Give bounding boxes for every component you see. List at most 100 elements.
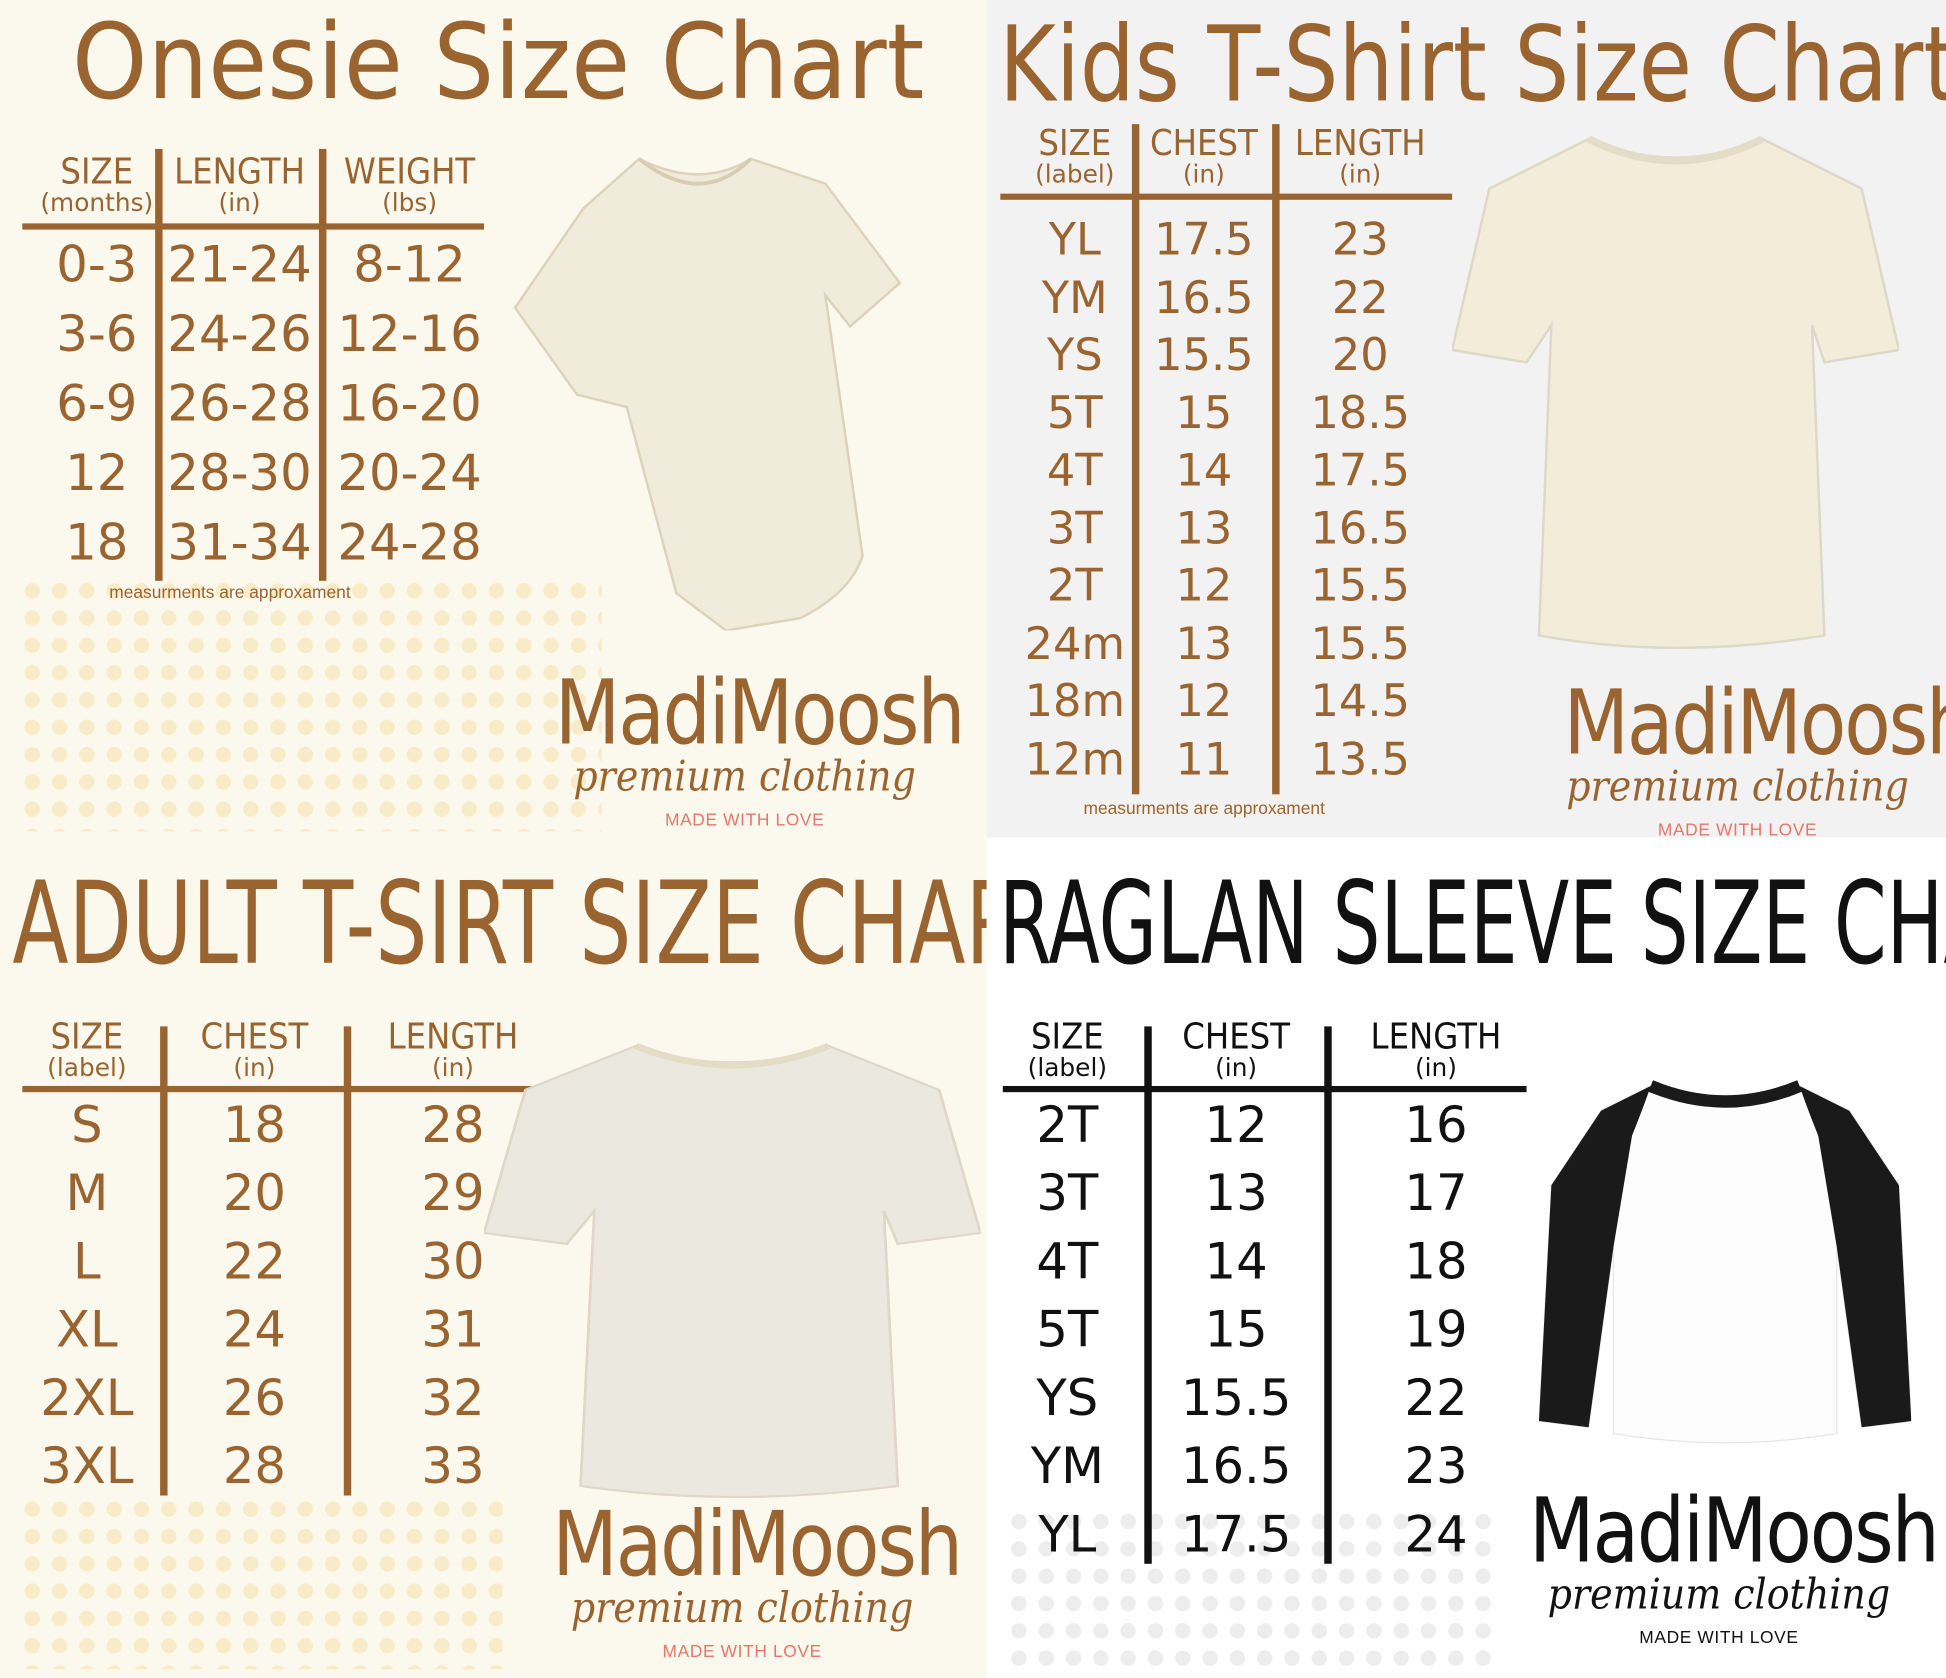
chart-title: RAGLAN SLEEVE SIZE CHART <box>999 857 1946 991</box>
table-cell: 12 <box>1204 1097 1268 1155</box>
column-header-unit: (in) <box>1339 158 1382 189</box>
brand-tagline: premium clothing <box>570 1583 914 1634</box>
table-cell: 3-6 <box>56 306 138 364</box>
brand-logo: MadiMoosh premium clothing MADE WITH LOVE <box>521 668 968 829</box>
header-divider <box>22 1085 559 1093</box>
table-cell: 20 <box>222 1165 287 1223</box>
chart-title: Onesie Size Chart <box>71 1 925 123</box>
column-header-label: SIZE <box>1030 1015 1104 1058</box>
panel-onesie: Onesie Size Chart SIZE (months) LENGTH (in) W… <box>0 0 987 838</box>
table-cell: 31-34 <box>167 515 312 573</box>
table-cell: 12 <box>1175 676 1233 728</box>
table-cell: S <box>71 1097 103 1155</box>
table-cell: 14 <box>1175 445 1233 497</box>
table-cell: 20 <box>1331 330 1389 382</box>
table-cell: 11 <box>1175 734 1233 785</box>
brand-name: MadiMoosh <box>552 1491 963 1597</box>
column-divider <box>343 1026 352 1496</box>
table-cell: 5T <box>1036 1301 1099 1360</box>
table-cell: YS <box>1036 1370 1099 1428</box>
table-cell: 24 <box>1404 1506 1468 1564</box>
table-cell: 28-30 <box>167 445 312 503</box>
brand-logo: MadiMoosh premium clothing MADE WITH LOVE <box>519 1499 966 1660</box>
table-cell: 15.5 <box>1180 1370 1292 1428</box>
brand-name: MadiMoosh <box>554 660 966 765</box>
column-header-unit: (in) <box>218 187 261 218</box>
column-header: SIZE (label) <box>46 1015 127 1083</box>
table-cell: YL <box>1038 1506 1097 1564</box>
column-header-label: LENGTH <box>387 1015 519 1058</box>
column-header-unit: (label) <box>1027 1052 1108 1083</box>
column-header: LENGTH (in) <box>1363 1015 1508 1083</box>
table-cell: 33 <box>421 1438 485 1496</box>
column-header-unit: (label) <box>47 1052 127 1083</box>
column-header-unit: (in) <box>1414 1052 1457 1083</box>
column-header-label: WEIGHT <box>343 150 476 193</box>
column-header: LENGTH (in) <box>380 1015 525 1083</box>
table-cell: 17.5 <box>1180 1506 1292 1564</box>
table-cell: 17.5 <box>1154 214 1254 266</box>
table-cell: 19 <box>1404 1301 1468 1360</box>
column-divider <box>1131 124 1140 795</box>
table-cell: 28 <box>222 1438 287 1496</box>
column-divider <box>1272 124 1280 795</box>
column-header-label: SIZE <box>1038 121 1112 164</box>
made-with-love-text: MADE WITH LOVE <box>1657 819 1818 838</box>
table-cell: 22 <box>1404 1370 1468 1428</box>
column-header-label: SIZE <box>50 1015 124 1058</box>
column-header-unit: (in) <box>233 1052 276 1083</box>
column-header: CHEST (in) <box>195 1015 315 1083</box>
column-header: LENGTH (in) <box>167 150 312 218</box>
table-cell: 14 <box>1204 1233 1268 1291</box>
table-cell: 12 <box>65 445 129 503</box>
table-cell: 15.5 <box>1310 560 1410 612</box>
table-cell: 22 <box>1331 272 1389 324</box>
panel-kids: Kids T-Shirt Size Chart SIZE (label) CHEST(… <box>986 0 1946 838</box>
table-cell: 8-12 <box>353 237 466 295</box>
header-divider <box>22 223 485 230</box>
table-cell: 23 <box>1331 214 1389 266</box>
table-cell: 31 <box>421 1301 485 1360</box>
table-cell: 24-26 <box>167 306 312 364</box>
column-header: SIZE (label) <box>1027 1015 1108 1083</box>
column-header-label: CHEST <box>200 1015 309 1058</box>
table-cell: 15 <box>1204 1301 1268 1360</box>
table-cell: 20-24 <box>337 445 482 503</box>
table-cell: L <box>73 1233 101 1291</box>
column-header-label: LENGTH <box>1294 121 1426 164</box>
column-header: LENGTH (in) <box>1288 125 1433 186</box>
brand-name: MadiMoosh <box>1529 1478 1940 1583</box>
table-cell: 2T <box>1036 1097 1099 1155</box>
column-header-unit: (label) <box>1035 158 1115 189</box>
made-with-love-text: MADE WITH LOVE <box>664 809 825 830</box>
column-header: WEIGHT (lbs) <box>337 150 483 218</box>
adult-tshirt-image <box>484 1042 981 1498</box>
table-cell: 24 <box>222 1301 287 1360</box>
table-cell: 30 <box>421 1233 485 1291</box>
table-cell: 4T <box>1036 1233 1099 1291</box>
table-cell: 18.5 <box>1310 387 1410 439</box>
brand-logo: MadiMoosh premium clothing MADE WITH LOVE <box>1533 678 1946 838</box>
halftone-dots-decoration <box>18 577 602 832</box>
table-cell: 15.5 <box>1310 618 1410 670</box>
made-with-love-text: MADE WITH LOVE <box>1639 1627 1799 1647</box>
header-divider <box>1000 193 1453 200</box>
column-divider <box>160 1026 168 1496</box>
column-header: SIZE (months) <box>40 153 154 218</box>
halftone-dots-decoration <box>1005 1507 1502 1678</box>
table-cell: 0-3 <box>56 237 138 295</box>
column-header-label: LENGTH <box>174 150 305 193</box>
table-cell: YS <box>1046 330 1103 382</box>
table-cell: 3T <box>1046 503 1103 555</box>
table-cell: 18m <box>1024 676 1125 728</box>
table-cell: 24m <box>1024 618 1125 670</box>
column-header-unit: (in) <box>431 1052 474 1083</box>
table-cell: YM <box>1030 1438 1104 1496</box>
column-divider <box>155 148 163 581</box>
column-header-unit: (lbs) <box>382 187 438 218</box>
table-cell: 22 <box>222 1233 287 1291</box>
table-cell: YL <box>1048 214 1101 266</box>
column-header-unit: (months) <box>40 187 154 218</box>
measurement-note: measurments are approxament <box>109 582 351 602</box>
column-header-label: LENGTH <box>1370 1015 1502 1058</box>
